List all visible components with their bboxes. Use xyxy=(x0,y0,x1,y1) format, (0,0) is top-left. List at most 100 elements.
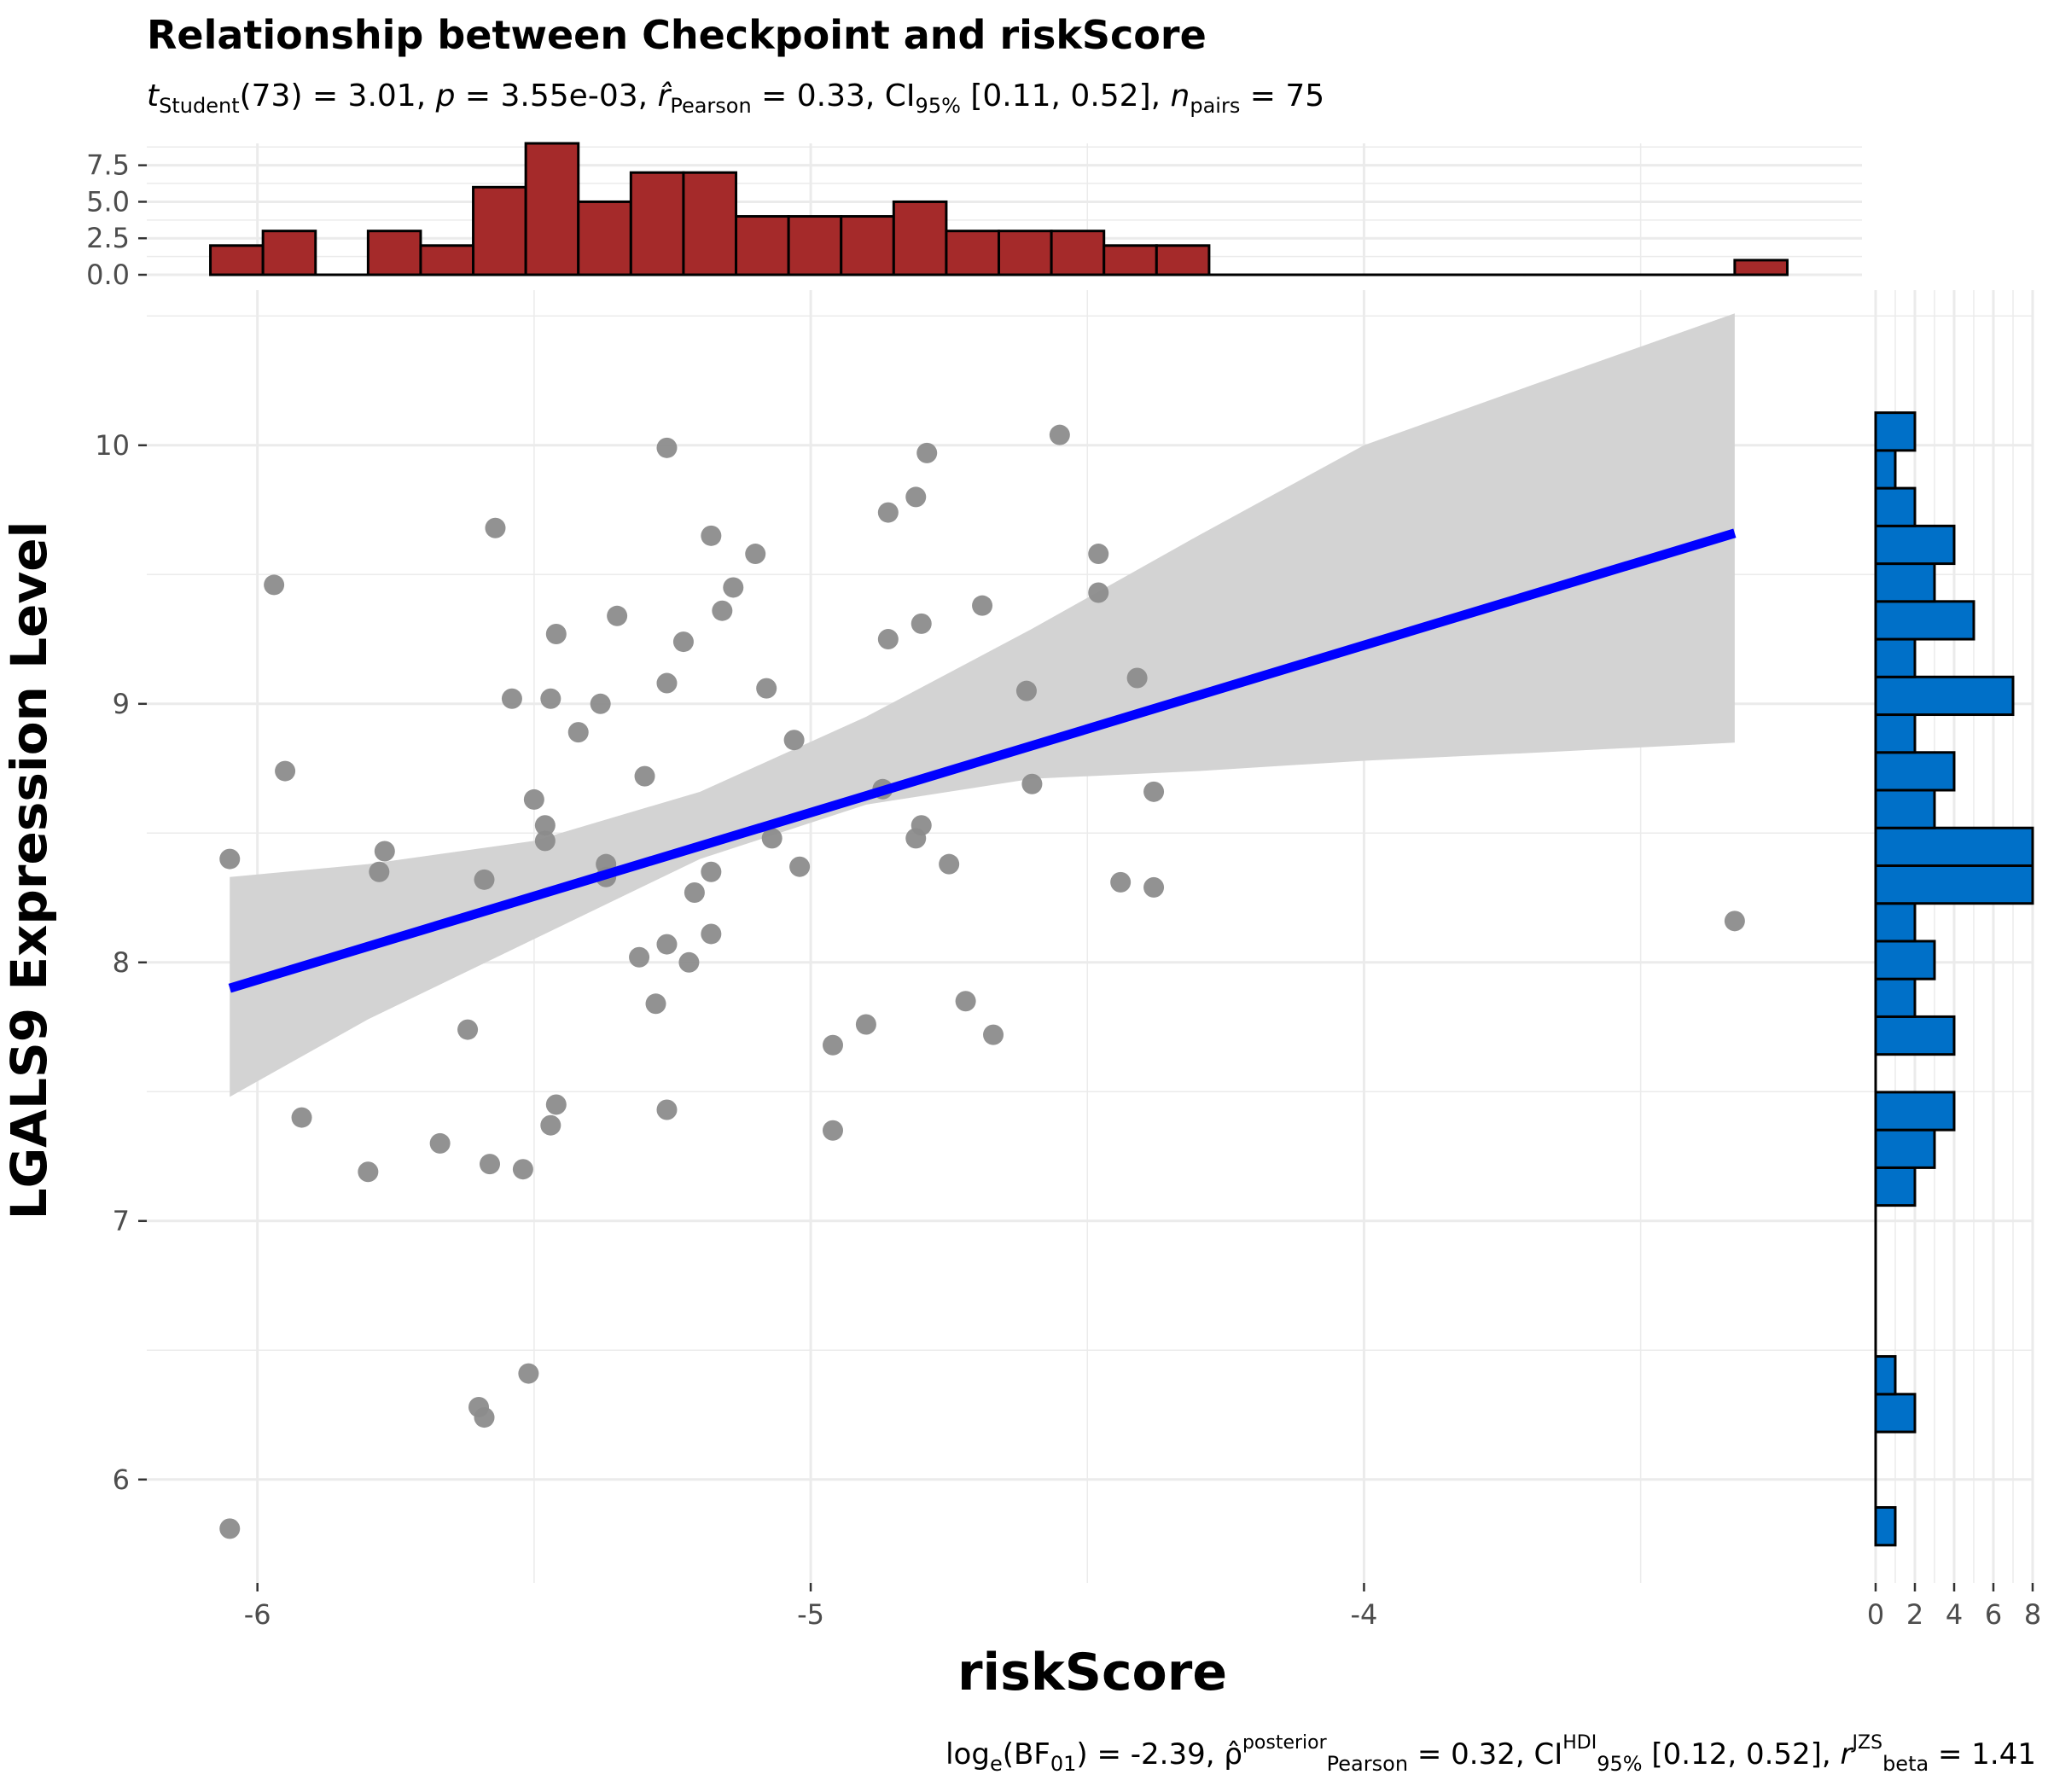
right-hist-bar xyxy=(1874,751,1956,792)
ci-subscript-bayes: 95% xyxy=(1597,1752,1643,1776)
y-axis-title: LGALS9 Expression Level xyxy=(0,521,58,1220)
right-hist-bar xyxy=(1874,940,1936,980)
t-statistic-text: (73) = 3.01, xyxy=(239,79,436,113)
data-point xyxy=(523,788,544,810)
data-point xyxy=(712,600,733,621)
r-jzs-text: = 1.41 xyxy=(1929,1737,2036,1772)
data-point xyxy=(429,1132,451,1154)
r-jzs-symbol: r xyxy=(1840,1737,1853,1772)
right-hist-bar xyxy=(1874,524,1956,566)
right-hist-bar xyxy=(1874,713,1917,754)
data-point xyxy=(761,828,783,849)
data-point xyxy=(358,1161,379,1183)
x-tick-label: -5 xyxy=(797,1598,824,1631)
right-hist-bar xyxy=(1874,449,1897,490)
data-point xyxy=(534,815,556,836)
right-histogram xyxy=(1874,411,2034,1547)
p-symbol: p xyxy=(435,79,456,113)
right-hist-tick-label: 6 xyxy=(1985,1598,2002,1631)
data-point xyxy=(678,951,700,973)
data-point xyxy=(1143,781,1165,802)
data-point xyxy=(672,631,694,653)
top-hist-bar xyxy=(840,215,895,276)
n-symbol: n xyxy=(1170,79,1190,113)
data-point xyxy=(911,613,932,634)
scatter-points xyxy=(219,424,1745,1539)
right-hist-bar xyxy=(1874,864,2034,905)
data-point xyxy=(656,934,678,955)
ci-subscript: 95% xyxy=(915,94,961,118)
data-point xyxy=(1049,424,1070,445)
data-point xyxy=(1015,680,1037,701)
right-hist-bar xyxy=(1874,1128,1936,1169)
data-point xyxy=(877,629,899,650)
top-hist-bar xyxy=(366,230,422,276)
data-point xyxy=(275,760,296,782)
data-point xyxy=(656,437,678,458)
right-hist-bar xyxy=(1874,1091,1956,1132)
data-point xyxy=(219,848,241,870)
log-text: log xyxy=(945,1737,990,1772)
data-point xyxy=(590,693,611,714)
x-tick-label: -4 xyxy=(1350,1598,1377,1631)
r-symbol: r̂ xyxy=(657,79,671,113)
data-point xyxy=(905,486,927,508)
data-point xyxy=(756,678,777,699)
data-point xyxy=(1088,544,1109,565)
data-point xyxy=(540,688,561,709)
top-hist-bar xyxy=(472,185,527,276)
ci-superscript: HDI xyxy=(1562,1732,1597,1754)
top-hist-tick-label: 5.0 xyxy=(86,185,130,218)
top-hist-bar xyxy=(735,215,790,276)
rho-superscript: posterior xyxy=(1242,1732,1327,1754)
data-point xyxy=(723,577,744,598)
right-hist-bar xyxy=(1874,486,1917,527)
data-point xyxy=(955,991,976,1012)
top-hist-bar xyxy=(998,230,1053,276)
data-point xyxy=(656,672,678,694)
bf-text: (BF xyxy=(1002,1737,1050,1772)
top-hist-bar xyxy=(892,200,948,276)
data-point xyxy=(374,841,395,862)
ci-bayes-text: [0.12, 0.52], xyxy=(1642,1737,1841,1772)
data-point xyxy=(264,574,285,596)
right-hist-bar xyxy=(1874,1355,1897,1396)
r-jzs-subscript: beta xyxy=(1882,1752,1929,1776)
data-point xyxy=(480,1154,500,1175)
right-hist-bar xyxy=(1874,1506,1897,1547)
data-point xyxy=(1088,582,1109,603)
top-hist-bar xyxy=(1050,230,1106,276)
data-point xyxy=(701,861,722,882)
data-point xyxy=(911,815,932,836)
data-point xyxy=(1724,911,1745,932)
top-hist-bar xyxy=(209,244,265,276)
bf-subscript: 01 xyxy=(1050,1752,1077,1776)
right-hist-tick-label: 0 xyxy=(1867,1598,1884,1631)
data-point xyxy=(634,765,655,787)
data-point xyxy=(823,1120,843,1141)
top-hist-bar xyxy=(1103,244,1158,276)
t-symbol: t xyxy=(147,79,160,113)
chart-title: Relationship between Checkpoint and risk… xyxy=(147,12,1207,58)
data-point xyxy=(534,830,556,852)
data-point xyxy=(219,1518,241,1539)
top-hist-bar xyxy=(261,230,317,276)
r-jzs-superscript: JZS xyxy=(1852,1732,1883,1754)
log-subscript: e xyxy=(989,1752,1003,1776)
data-point xyxy=(457,1019,479,1040)
data-point xyxy=(983,1024,1004,1045)
x-tick-label: -6 xyxy=(244,1598,271,1631)
right-hist-bar xyxy=(1874,411,1917,452)
top-hist-bar xyxy=(682,171,738,276)
p-value-text: = 3.55e-03, xyxy=(455,79,658,113)
data-point xyxy=(607,605,628,626)
data-point xyxy=(789,856,811,877)
bf-value-text: ) = -2.39, ρ̂ xyxy=(1076,1737,1242,1772)
top-histogram xyxy=(209,142,1789,276)
chart-caption: loge(BF01) = -2.39, ρ̂posteriorPearson =… xyxy=(945,1732,2036,1776)
right-hist-bar xyxy=(1874,788,1936,829)
data-point xyxy=(855,1014,876,1035)
data-point xyxy=(1143,876,1165,898)
